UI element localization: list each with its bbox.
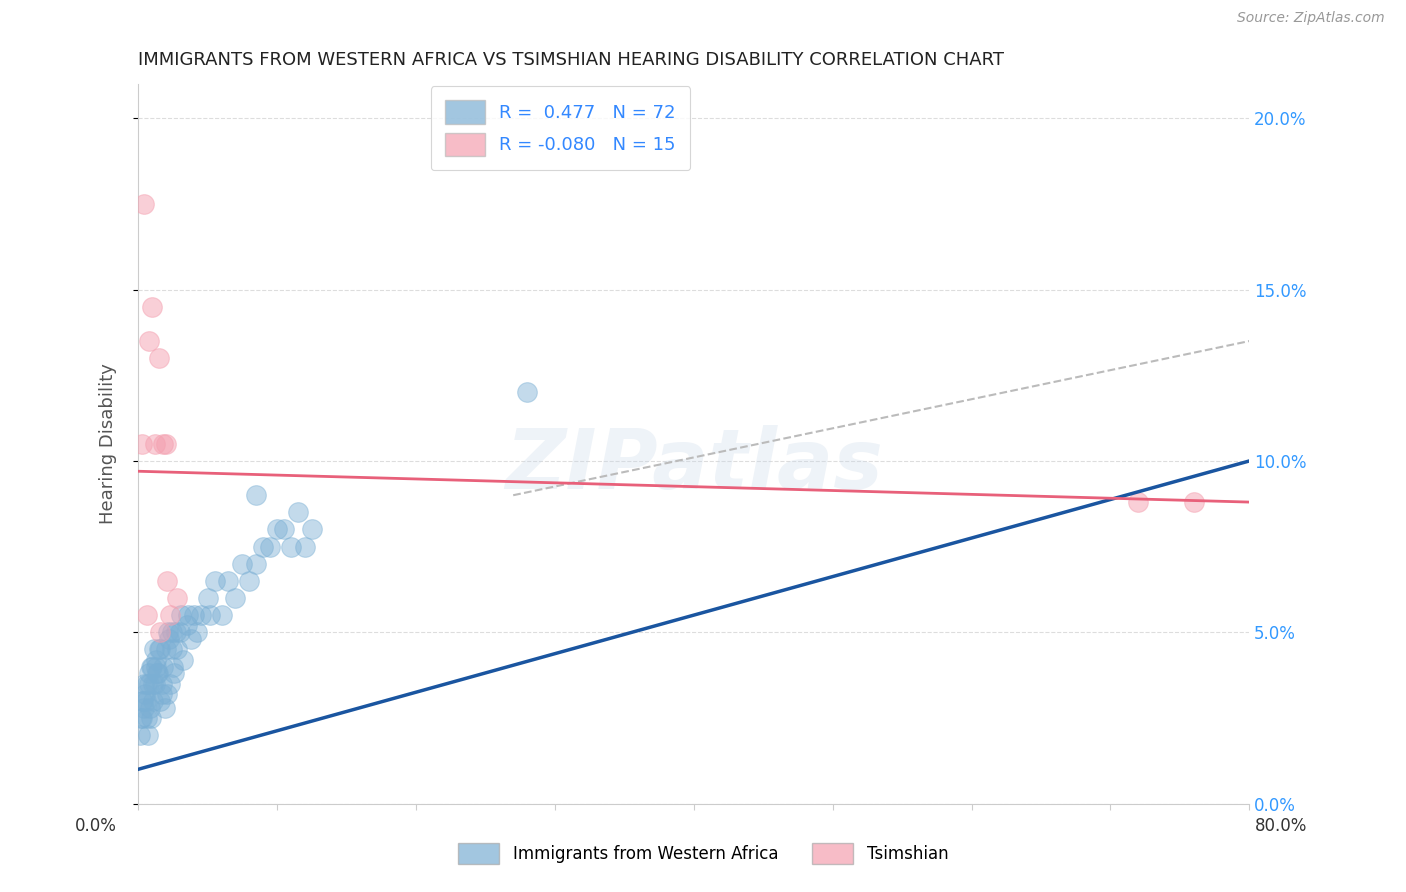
Point bbox=[287, 505, 309, 519]
Point bbox=[138, 334, 160, 348]
Point bbox=[176, 618, 198, 632]
Point bbox=[129, 728, 152, 742]
Point bbox=[159, 676, 181, 690]
Point bbox=[139, 700, 162, 714]
Text: 80.0%: 80.0% bbox=[1256, 817, 1308, 835]
Point bbox=[1128, 495, 1150, 509]
Point bbox=[204, 574, 226, 588]
Point bbox=[155, 642, 177, 657]
Point bbox=[166, 591, 188, 605]
Point bbox=[141, 300, 163, 314]
Point bbox=[138, 676, 160, 690]
Point bbox=[153, 700, 176, 714]
Text: Source: ZipAtlas.com: Source: ZipAtlas.com bbox=[1237, 12, 1385, 25]
Point bbox=[165, 625, 187, 640]
Point bbox=[224, 591, 246, 605]
Point bbox=[217, 574, 239, 588]
Point bbox=[131, 437, 153, 451]
Point bbox=[186, 625, 208, 640]
Point bbox=[131, 694, 153, 708]
Point bbox=[129, 711, 152, 725]
Point bbox=[172, 653, 194, 667]
Point bbox=[134, 687, 156, 701]
Point bbox=[135, 694, 157, 708]
Point bbox=[190, 608, 212, 623]
Point bbox=[136, 711, 159, 725]
Point bbox=[143, 437, 166, 451]
Point bbox=[180, 632, 202, 646]
Point bbox=[170, 608, 193, 623]
Point bbox=[136, 728, 159, 742]
Text: ZIPatlas: ZIPatlas bbox=[505, 425, 883, 506]
Point bbox=[138, 666, 160, 681]
Point bbox=[149, 625, 172, 640]
Point bbox=[145, 653, 167, 667]
Point bbox=[266, 523, 288, 537]
Point bbox=[160, 642, 183, 657]
Point bbox=[162, 659, 184, 673]
Point bbox=[245, 488, 267, 502]
Point bbox=[160, 625, 183, 640]
Point bbox=[150, 676, 173, 690]
Point bbox=[142, 676, 165, 690]
Point bbox=[141, 659, 163, 673]
Point bbox=[200, 608, 222, 623]
Point bbox=[132, 700, 155, 714]
Point bbox=[141, 659, 163, 673]
Point bbox=[152, 687, 174, 701]
Point bbox=[131, 711, 153, 725]
Point bbox=[146, 666, 169, 681]
Legend: Immigrants from Western Africa, Tsimshian: Immigrants from Western Africa, Tsimshia… bbox=[451, 837, 955, 871]
Point bbox=[139, 711, 162, 725]
Point bbox=[301, 523, 323, 537]
Point bbox=[166, 642, 188, 657]
Point bbox=[157, 632, 180, 646]
Point bbox=[143, 676, 166, 690]
Point bbox=[197, 591, 219, 605]
Point bbox=[294, 540, 316, 554]
Point bbox=[145, 659, 167, 673]
Point bbox=[156, 574, 179, 588]
Point bbox=[159, 608, 181, 623]
Point bbox=[273, 523, 295, 537]
Point bbox=[149, 694, 172, 708]
Point bbox=[157, 625, 180, 640]
Point bbox=[252, 540, 274, 554]
Point bbox=[1182, 495, 1205, 509]
Point bbox=[142, 694, 165, 708]
Point bbox=[152, 437, 174, 451]
Point bbox=[280, 540, 302, 554]
Point bbox=[245, 557, 267, 571]
Point bbox=[238, 574, 260, 588]
Point bbox=[231, 557, 253, 571]
Point bbox=[177, 608, 200, 623]
Point bbox=[183, 608, 205, 623]
Point bbox=[132, 694, 155, 708]
Point bbox=[211, 608, 233, 623]
Point bbox=[134, 676, 156, 690]
Point bbox=[132, 197, 155, 211]
Point bbox=[148, 642, 170, 657]
Point bbox=[149, 642, 172, 657]
Point bbox=[135, 608, 157, 623]
Point bbox=[155, 437, 177, 451]
Point bbox=[516, 385, 538, 400]
Point bbox=[146, 666, 169, 681]
Legend: R =  0.477   N = 72, R = -0.080   N = 15: R = 0.477 N = 72, R = -0.080 N = 15 bbox=[430, 86, 690, 170]
Point bbox=[163, 666, 186, 681]
Text: 0.0%: 0.0% bbox=[75, 817, 117, 835]
Point bbox=[148, 351, 170, 366]
Text: IMMIGRANTS FROM WESTERN AFRICA VS TSIMSHIAN HEARING DISABILITY CORRELATION CHART: IMMIGRANTS FROM WESTERN AFRICA VS TSIMSH… bbox=[138, 51, 1004, 69]
Point bbox=[143, 642, 166, 657]
Point bbox=[169, 625, 191, 640]
Y-axis label: Hearing Disability: Hearing Disability bbox=[100, 363, 117, 524]
Point bbox=[152, 659, 174, 673]
Point bbox=[135, 676, 157, 690]
Point bbox=[259, 540, 281, 554]
Point bbox=[156, 687, 179, 701]
